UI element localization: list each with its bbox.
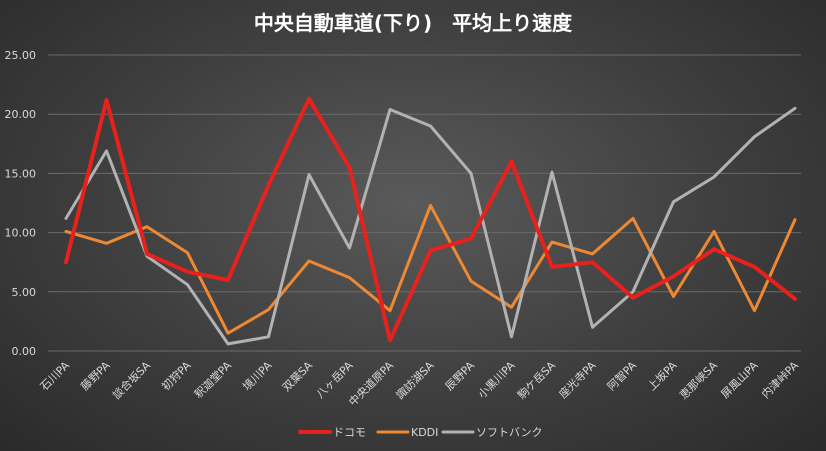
series-line-1	[64, 203, 797, 335]
series-line-0	[64, 96, 797, 343]
x-tick-label: 藤野PA	[78, 359, 113, 394]
x-tick-label: 内津峠PA	[758, 358, 801, 401]
x-tick-label: 駒ケ岳SA	[515, 359, 558, 402]
x-tick-label: 双葉SA	[279, 358, 315, 394]
x-tick-label: 辰野PA	[443, 359, 478, 394]
x-tick-label: 初狩PA	[159, 358, 194, 393]
x-tick-label: 中央道原PA	[346, 358, 397, 409]
x-tick-label: 阿智PA	[604, 358, 639, 393]
y-tick-label: 5.00	[12, 286, 37, 299]
x-tick-label: 石川PA	[38, 359, 73, 394]
x-tick-label: 談合坂SA	[109, 358, 153, 402]
y-tick-label: 0.00	[12, 345, 37, 358]
x-tick-label: 八ヶ岳PA	[314, 359, 356, 401]
y-tick-label: 25.00	[5, 49, 37, 62]
legend-label: ソフトバンク	[476, 426, 543, 439]
x-tick-label: 上坂PA	[645, 359, 680, 394]
y-tick-label: 10.00	[5, 227, 37, 240]
x-tick-label: 諏訪湖SA	[393, 358, 437, 402]
x-tick-label: 小黒川PA	[476, 359, 518, 401]
x-tick-label: 恵那峡SA	[676, 358, 720, 402]
series-lines	[64, 96, 797, 346]
y-axis-ticks: 0.00 5.00 10.00 15.00 20.00 25.00	[5, 49, 37, 358]
legend-label: ドコモ	[333, 426, 366, 439]
x-tick-label: 境川PA	[240, 358, 275, 393]
x-tick-label: 屏風山PA	[719, 359, 761, 401]
series-line-2	[64, 106, 797, 346]
legend-label: KDDI	[411, 426, 438, 439]
y-tick-label: 15.00	[5, 167, 37, 180]
chart-title: 中央自動車道(下り) 平均上り速度	[254, 11, 573, 35]
x-tick-label: 座光寺PA	[556, 358, 599, 401]
grid-lines	[48, 54, 801, 352]
y-tick-label: 20.00	[5, 108, 37, 121]
legend: ドコモ KDDI ソフトバンク	[298, 426, 543, 439]
x-tick-label: 釈迦堂PA	[192, 359, 234, 401]
